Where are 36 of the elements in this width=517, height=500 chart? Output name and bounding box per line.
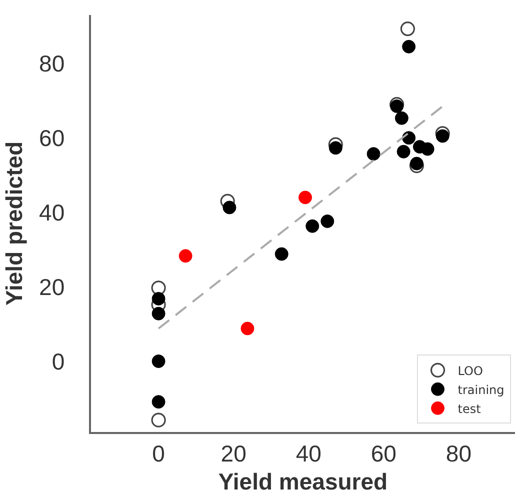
- x-tick-label: 60: [370, 440, 396, 466]
- y-tick-label: 80: [39, 50, 65, 76]
- point: [366, 147, 380, 161]
- point: [152, 306, 166, 320]
- point: [178, 249, 192, 263]
- point: [240, 322, 254, 336]
- y-tick-label: 40: [39, 199, 65, 226]
- point: [298, 190, 312, 204]
- legend-label: training: [458, 382, 504, 397]
- point: [151, 412, 166, 428]
- point: [152, 354, 166, 368]
- y-tick-label: 20: [39, 274, 65, 300]
- y-tick-label: 0: [52, 348, 65, 374]
- point: [410, 156, 424, 170]
- point: [394, 111, 408, 125]
- x-tick-label: 20: [220, 440, 246, 466]
- point: [436, 129, 450, 143]
- x-axis-title: Yield measured: [218, 468, 388, 494]
- point: [402, 40, 416, 54]
- point: [152, 395, 166, 409]
- x-tick-label: 80: [446, 440, 472, 466]
- y-axis-title: Yield predicted: [1, 141, 28, 306]
- x-tick-label: 40: [296, 440, 322, 466]
- point: [152, 292, 166, 306]
- legend-label: LOO: [458, 364, 483, 378]
- y-tick-label: 60: [39, 124, 65, 151]
- point: [222, 200, 236, 214]
- point: [328, 141, 342, 155]
- legend-label: test: [458, 402, 482, 416]
- point: [320, 214, 334, 228]
- point: [400, 21, 415, 36]
- x-tick-label: 0: [152, 440, 165, 466]
- point: [420, 142, 434, 156]
- point: [396, 144, 410, 158]
- point: [274, 247, 288, 261]
- point: [306, 219, 320, 233]
